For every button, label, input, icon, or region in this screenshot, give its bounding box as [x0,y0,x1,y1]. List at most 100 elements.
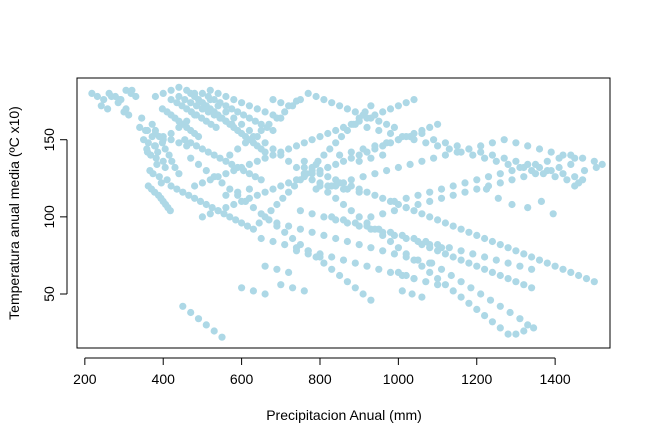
data-point [167,129,175,138]
data-point [187,154,195,162]
data-point [161,163,169,172]
data-point [477,290,485,298]
data-point [390,197,398,205]
data-point [398,231,406,239]
data-point [473,185,481,193]
data-point [222,108,230,116]
data-point [245,170,253,178]
data-point [238,197,246,205]
data-point [273,114,281,122]
data-point [520,163,528,172]
data-point [245,194,253,202]
data-point [473,262,481,270]
data-point [496,170,504,178]
data-point [265,120,273,128]
data-point [290,182,299,190]
data-point [273,222,281,230]
data-point [181,96,189,104]
data-point [343,237,351,246]
data-point [488,237,496,246]
data-point [543,259,551,267]
data-point [426,123,434,131]
data-point [328,253,336,261]
data-point [383,167,391,175]
data-point [465,228,473,236]
data-point [279,194,287,202]
data-point [222,170,230,178]
data-point [312,92,320,101]
data-point [198,145,206,153]
data-point [571,173,579,181]
data-point [232,216,240,224]
data-point [269,96,277,104]
data-point [535,145,544,153]
data-point [183,142,191,150]
data-point [347,207,355,215]
data-point [289,234,297,243]
data-point [320,213,328,221]
data-point [175,123,183,131]
data-point [167,96,175,104]
data-point [281,108,289,116]
data-point [151,142,159,150]
data-point [194,160,203,168]
data-point [567,268,575,276]
data-point [265,216,273,224]
data-point [571,182,579,190]
data-point [336,151,344,159]
data-point [281,241,289,249]
data-point [167,86,175,94]
data-point [222,157,230,165]
data-point [316,167,324,175]
data-point [410,256,418,264]
x-tick-label: 800 [308,371,332,387]
data-point [481,253,489,261]
data-point [410,96,418,104]
data-point [473,231,481,239]
data-point [367,213,375,221]
data-point [136,123,144,131]
data-point [261,148,269,156]
data-point [289,102,297,110]
data-point [210,327,218,335]
data-point [230,200,238,209]
data-point [434,216,442,224]
data-point [132,92,140,101]
data-point [516,315,524,323]
data-point [410,207,418,215]
data-point [402,194,410,202]
data-point [191,194,199,202]
data-point [292,163,301,172]
data-point [343,105,351,113]
data-point [535,256,544,264]
data-point [559,170,567,178]
data-point [269,237,277,246]
data-point [206,96,214,104]
data-point [167,136,175,144]
data-point [481,234,489,243]
data-point [202,200,210,209]
data-point [230,167,238,175]
data-point [386,237,395,246]
data-point [249,225,257,233]
data-point [449,222,457,230]
data-point [185,191,193,199]
data-point [363,114,371,122]
data-point [551,262,559,270]
data-point [179,302,187,310]
data-point [473,176,481,184]
data-point [125,111,133,119]
data-point [214,173,222,181]
data-point [402,250,410,258]
data-point [183,117,191,125]
data-point [351,219,359,227]
data-point [249,133,257,141]
data-point [308,176,316,184]
data-point [285,268,293,276]
data-point [430,136,438,144]
data-point [328,265,336,273]
data-point [418,126,426,135]
data-point [379,108,387,116]
data-point [337,133,346,141]
data-point [249,287,257,295]
